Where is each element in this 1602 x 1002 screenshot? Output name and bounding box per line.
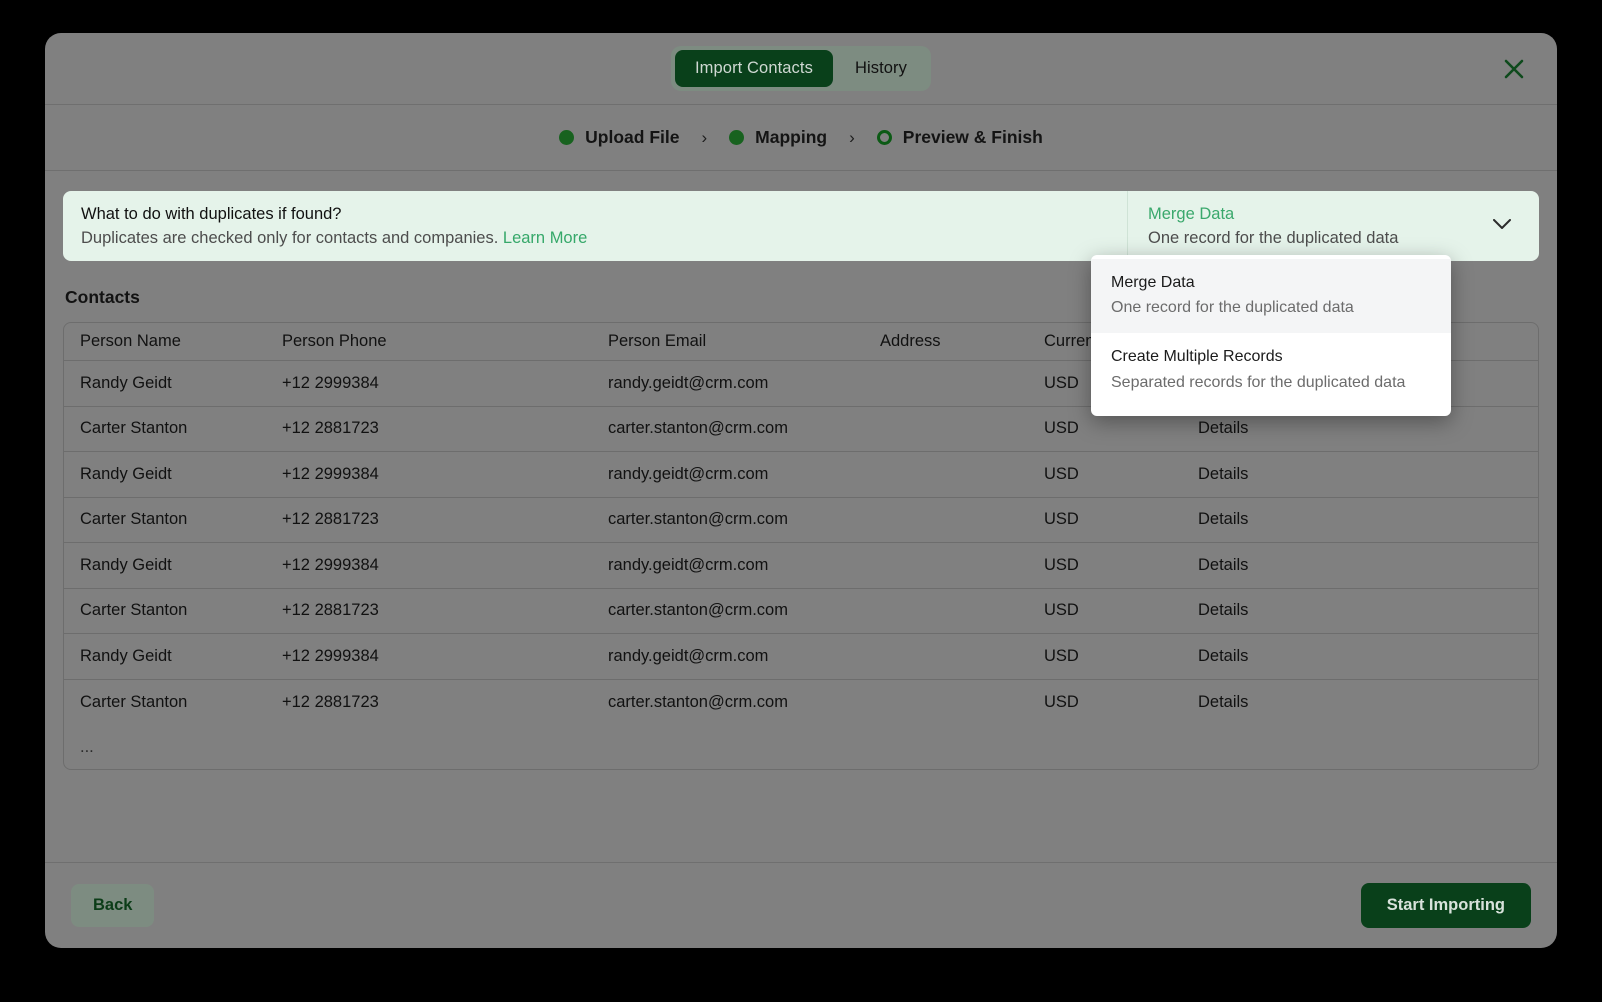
modal-body: What to do with duplicates if found? Dup… xyxy=(45,171,1557,862)
import-contacts-modal: Import Contacts History Upload File › Ma… xyxy=(45,33,1557,948)
duplicates-banner: What to do with duplicates if found? Dup… xyxy=(63,191,1539,261)
menu-item-create-multiple-records[interactable]: Create Multiple Records Separated record… xyxy=(1091,333,1451,407)
column-header-person-email: Person Email xyxy=(608,332,707,350)
menu-item-description: Separated records for the duplicated dat… xyxy=(1111,373,1406,391)
menu-item-description: One record for the duplicated data xyxy=(1111,299,1354,317)
cell-person-email: carter.stanton@crm.com xyxy=(608,601,788,620)
step-label: Preview & Finish xyxy=(902,127,1043,147)
duplicate-strategy-description: One record for the duplicated data xyxy=(1148,228,1399,247)
cell-person-name: Randy Geidt xyxy=(80,555,172,574)
cell-person-name: Randy Geidt xyxy=(80,646,172,665)
step-status-dot xyxy=(876,130,892,145)
cell-person-phone: +12 2999384 xyxy=(282,373,379,392)
contacts-table: Person Name Person Phone Person Email Ad… xyxy=(63,322,1539,770)
start-importing-button[interactable]: Start Importing xyxy=(1360,883,1531,928)
tab-group: Import Contacts History xyxy=(670,46,931,91)
table-row[interactable]: Carter Stanton +12 2881723 carter.stanton@… xyxy=(64,407,1538,452)
cell-details-link[interactable]: Details xyxy=(1198,692,1249,711)
modal-header: Import Contacts History xyxy=(45,33,1557,105)
duplicates-banner-title: What to do with duplicates if found? xyxy=(81,204,342,223)
cell-person-email: carter.stanton@crm.com xyxy=(608,692,788,711)
cell-person-email: randy.geidt@crm.com xyxy=(608,373,769,392)
duplicate-strategy-value: Merge Data xyxy=(1148,204,1235,223)
column-header-person-name: Person Name xyxy=(80,332,181,350)
modal-footer: Back Start Importing xyxy=(45,862,1557,948)
step-label: Upload File xyxy=(585,127,680,147)
cell-person-name: Carter Stanton xyxy=(80,601,188,620)
duplicates-banner-text: What to do with duplicates if found? Dup… xyxy=(63,203,587,250)
table-body: Randy Geidt +12 2999384 randy.geidt@crm.co… xyxy=(64,361,1538,725)
step-upload-file[interactable]: Upload File xyxy=(559,127,679,148)
cell-person-name: Carter Stanton xyxy=(80,692,188,711)
cell-currency: USD xyxy=(1044,464,1079,483)
import-stepper: Upload File › Mapping › Preview & Finish xyxy=(45,105,1557,171)
duplicate-strategy-menu: Merge Data One record for the duplicated… xyxy=(1091,255,1451,416)
close-icon[interactable] xyxy=(1499,54,1529,84)
cell-person-name: Randy Geidt xyxy=(80,373,172,392)
chevron-down-icon[interactable] xyxy=(1493,217,1511,235)
cell-person-name: Carter Stanton xyxy=(80,510,188,529)
tab-history[interactable]: History xyxy=(854,59,907,77)
back-button[interactable]: Back xyxy=(71,884,155,927)
page-title: Contacts xyxy=(65,287,140,307)
menu-item-merge-data[interactable]: Merge Data One record for the duplicated… xyxy=(1091,259,1451,334)
table-row[interactable]: Randy Geidt +12 2999384 randy.geidt@crm.co… xyxy=(64,543,1538,589)
duplicate-strategy-select[interactable]: Merge Data One record for the duplicated… xyxy=(1127,191,1539,261)
column-header-person-phone: Person Phone xyxy=(282,332,387,350)
cell-person-phone: +12 2999384 xyxy=(282,464,379,483)
step-preview-finish[interactable]: Preview & Finish xyxy=(876,127,1043,148)
duplicate-strategy-select-texts: Merge Data One record for the duplicated… xyxy=(1148,204,1398,248)
learn-more-link[interactable]: Learn More xyxy=(502,229,588,247)
step-status-dot xyxy=(559,130,575,145)
cell-currency: USD xyxy=(1044,555,1079,574)
cell-person-email: carter.stanton@crm.com xyxy=(608,510,788,529)
cell-person-email: randy.geidt@crm.com xyxy=(608,464,769,483)
cell-details-link[interactable]: Details xyxy=(1198,601,1249,620)
menu-item-title: Merge Data xyxy=(1111,274,1195,291)
cell-person-email: randy.geidt@crm.com xyxy=(608,646,769,665)
cell-details-link[interactable]: Details xyxy=(1198,555,1249,574)
table-row[interactable]: Randy Geidt +12 2999384 randy.geidt@crm.co… xyxy=(64,634,1538,680)
cell-person-phone: +12 2999384 xyxy=(282,646,379,665)
step-separator-icon: › xyxy=(849,127,855,147)
cell-person-name: Carter Stanton xyxy=(80,419,188,438)
cell-person-email: carter.stanton@crm.com xyxy=(608,419,788,438)
cell-currency: USD xyxy=(1044,510,1079,529)
cell-details-link[interactable]: Details xyxy=(1198,464,1249,483)
table-row[interactable]: Randy Geidt +12 2999384 randy.geidt@crm.co… xyxy=(64,452,1538,498)
cell-person-phone: +12 2881723 xyxy=(282,692,379,711)
cell-currency: USD xyxy=(1044,646,1079,665)
cell-currency: USD xyxy=(1044,373,1079,392)
cell-details-link[interactable]: Details xyxy=(1198,510,1249,529)
cell-person-phone: +12 2881723 xyxy=(282,419,379,438)
table-overflow-indicator: ... xyxy=(80,737,94,756)
cell-person-email: randy.geidt@crm.com xyxy=(608,555,769,574)
menu-item-title: Create Multiple Records xyxy=(1111,348,1283,366)
step-mapping[interactable]: Mapping xyxy=(729,127,827,148)
cell-person-name: Randy Geidt xyxy=(80,464,172,483)
cell-person-phone: +12 2881723 xyxy=(282,601,379,620)
cell-currency: USD xyxy=(1044,692,1079,711)
table-overflow-row: ... xyxy=(64,725,1538,769)
table-header-row: Person Name Person Phone Person Email Ad… xyxy=(64,323,1538,361)
table-row[interactable]: Carter Stanton +12 2881723 carter.stanton@… xyxy=(64,680,1538,726)
cell-person-phone: +12 2881723 xyxy=(282,510,379,529)
tab-import-contacts[interactable]: Import Contacts xyxy=(674,50,833,87)
table-row[interactable]: Carter Stanton +12 2881723 carter.stanton@… xyxy=(64,589,1538,634)
cell-currency: USD xyxy=(1044,601,1079,620)
duplicates-banner-subtitle: Duplicates are checked only for contacts… xyxy=(81,227,587,249)
cell-details-link[interactable]: Details xyxy=(1198,646,1249,665)
step-status-dot xyxy=(729,130,745,145)
table-row[interactable]: Randy Geidt +12 2999384 randy.geidt@crm.co… xyxy=(64,361,1538,407)
table-row[interactable]: Carter Stanton +12 2881723 carter.stanton@… xyxy=(64,498,1538,543)
cell-details-link[interactable]: Details xyxy=(1198,419,1249,438)
duplicates-banner-subtitle-text: Duplicates are checked only for contacts… xyxy=(81,229,499,247)
step-separator-icon: › xyxy=(701,127,708,147)
cell-currency: USD xyxy=(1044,419,1079,438)
column-header-address: Address xyxy=(880,332,941,350)
cell-person-phone: +12 2999384 xyxy=(282,555,379,574)
step-label: Mapping xyxy=(755,127,828,147)
